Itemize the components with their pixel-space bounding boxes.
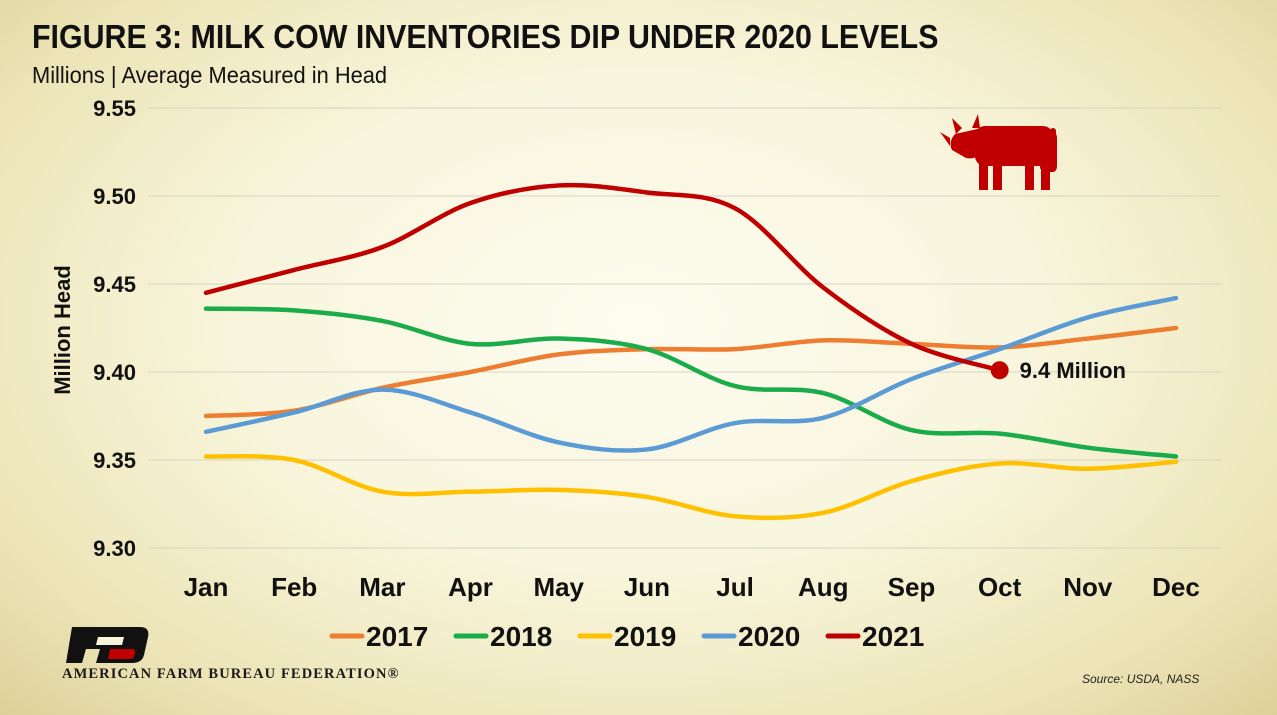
x-tick-label: Sep xyxy=(888,572,936,602)
source-note: Source: USDA, NASS xyxy=(1082,672,1200,686)
x-tick-label: Jun xyxy=(624,572,670,602)
x-tick-label: Dec xyxy=(1152,572,1200,602)
series-line-2021 xyxy=(203,182,1002,373)
x-tick-label: Aug xyxy=(798,572,849,602)
chart-subtitle: Millions | Average Measured in Head xyxy=(32,62,388,88)
legend-label-2017: 2017 xyxy=(366,621,428,652)
x-axis-ticks: Jan Feb Mar Apr May Jun Jul Aug Sep Oct Nov Dec xyxy=(184,572,1200,602)
legend-label-2019: 2019 xyxy=(614,621,676,652)
y-tick-label: 9.50 xyxy=(93,184,136,209)
series-line-2018 xyxy=(203,306,1179,459)
y-tick-label: 9.35 xyxy=(93,448,136,473)
annotation-label: 9.4 Million xyxy=(1020,358,1126,383)
x-tick-label: May xyxy=(533,572,584,602)
chart-title: FIGURE 3: MILK COW INVENTORIES DIP UNDER… xyxy=(32,18,939,55)
legend-label-2021: 2021 xyxy=(862,621,924,652)
legend-label-2018: 2018 xyxy=(490,621,552,652)
x-tick-label: Jul xyxy=(716,572,754,602)
legend: 2017 2018 2019 2020 2021 xyxy=(329,621,924,652)
x-tick-label: Feb xyxy=(271,572,317,602)
x-tick-label: Oct xyxy=(978,572,1022,602)
annotation: 9.4 Million xyxy=(990,358,1126,383)
y-tick-label: 9.40 xyxy=(93,360,136,385)
y-axis-label: Million Head xyxy=(50,265,75,395)
afbf-logo-icon xyxy=(62,625,152,670)
annotation-marker xyxy=(990,361,1009,380)
series-lines xyxy=(203,182,1179,521)
x-tick-label: Mar xyxy=(359,572,405,602)
x-tick-label: Apr xyxy=(448,572,493,602)
x-tick-label: Jan xyxy=(184,572,229,602)
x-tick-label: Nov xyxy=(1063,572,1113,602)
gridlines xyxy=(148,107,1222,549)
organization-name: AMERICAN FARM BUREAU FEDERATION® xyxy=(62,666,400,682)
series-line-2019 xyxy=(203,454,1179,521)
y-axis-ticks: 9.30 9.35 9.40 9.45 9.50 9.55 xyxy=(93,96,136,561)
y-tick-label: 9.30 xyxy=(93,536,136,561)
legend-label-2020: 2020 xyxy=(738,621,800,652)
y-tick-label: 9.45 xyxy=(93,272,136,297)
series-line-2020 xyxy=(203,295,1179,453)
y-tick-label: 9.55 xyxy=(93,96,136,121)
cow-icon xyxy=(940,114,1057,190)
